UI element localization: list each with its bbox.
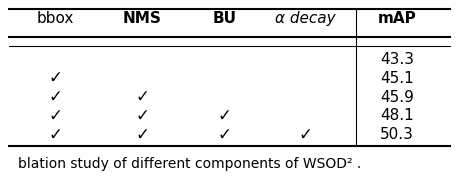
- Text: ✓: ✓: [48, 88, 62, 106]
- Text: 43.3: 43.3: [379, 52, 413, 67]
- Text: 45.9: 45.9: [379, 90, 413, 104]
- Text: ✓: ✓: [48, 126, 62, 144]
- Text: 48.1: 48.1: [379, 108, 413, 123]
- Text: ✓: ✓: [218, 126, 231, 144]
- Text: ✓: ✓: [218, 107, 231, 125]
- Text: ✓: ✓: [135, 126, 149, 144]
- Text: bbox: bbox: [36, 11, 73, 26]
- Text: ✓: ✓: [48, 107, 62, 125]
- Text: ✓: ✓: [135, 107, 149, 125]
- Text: mAP: mAP: [377, 11, 415, 26]
- Text: NMS: NMS: [123, 11, 162, 26]
- Text: ✓: ✓: [297, 126, 312, 144]
- Text: 45.1: 45.1: [379, 71, 413, 86]
- Text: BU: BU: [213, 11, 236, 26]
- Text: blation study of different components of WSOD² .: blation study of different components of…: [18, 157, 361, 171]
- Text: ✓: ✓: [48, 69, 62, 87]
- Text: 50.3: 50.3: [379, 127, 413, 142]
- Text: ✓: ✓: [135, 88, 149, 106]
- Text: α decay: α decay: [274, 11, 335, 26]
